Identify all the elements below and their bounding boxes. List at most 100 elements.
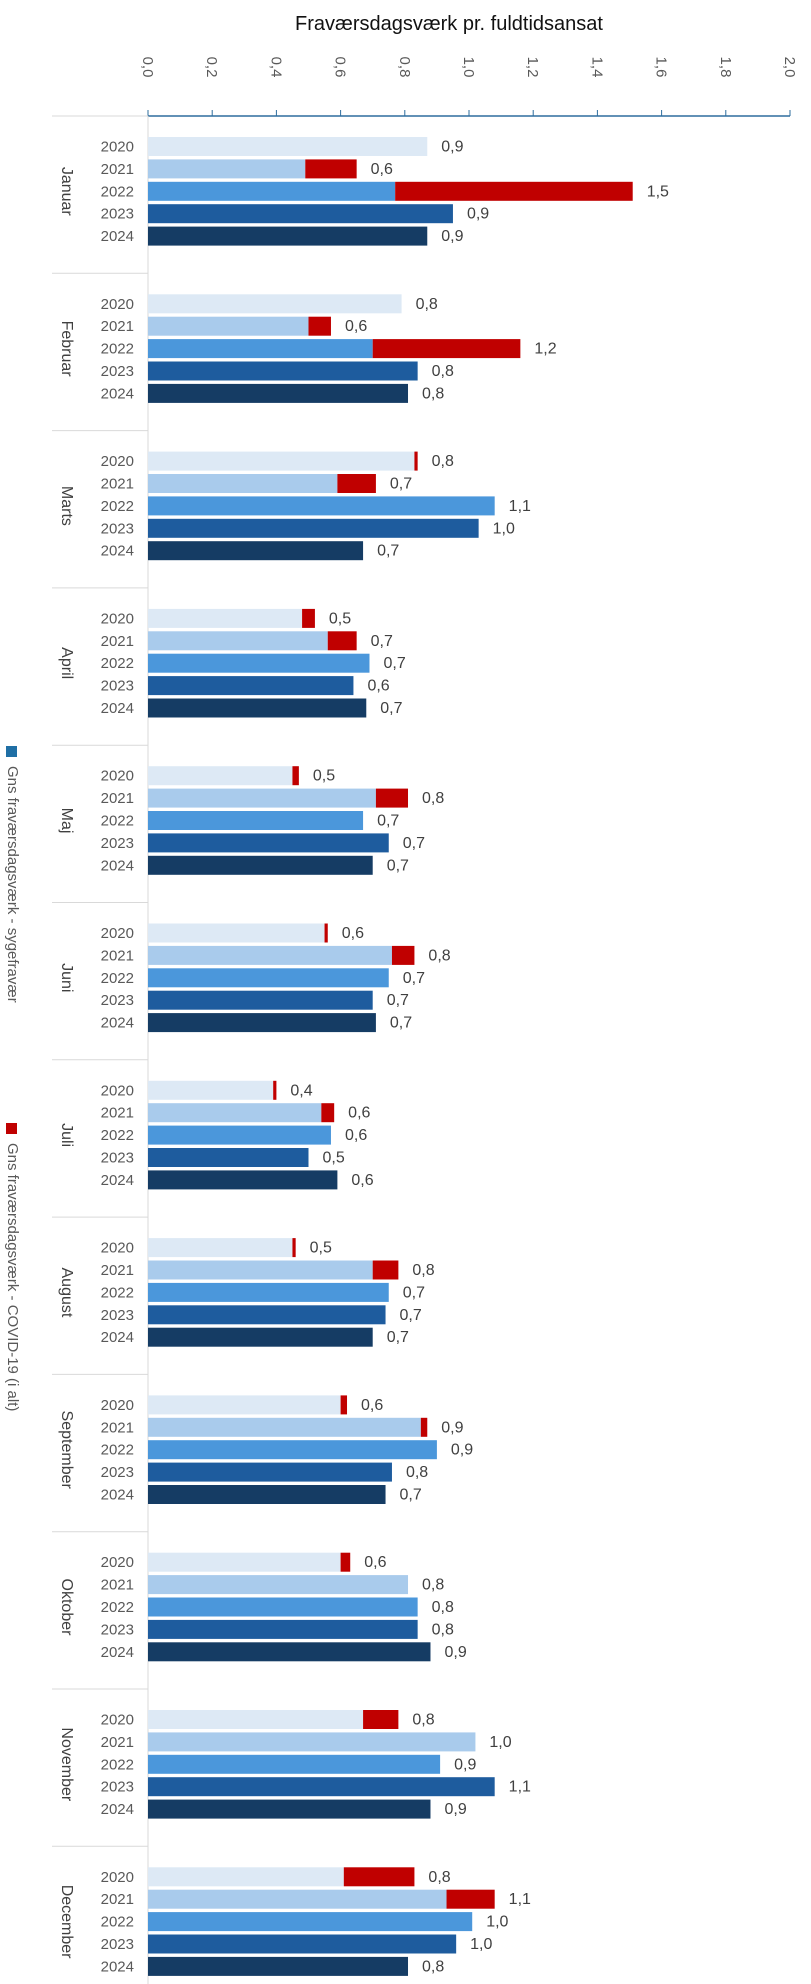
data-label: 0,8 — [422, 1577, 444, 1594]
x-tick-label: 1,4 — [588, 57, 605, 78]
bar-sygefravaer — [148, 608, 303, 628]
year-label: 2020 — [101, 1554, 134, 1571]
data-label: 0,6 — [342, 925, 364, 942]
bar-sygefravaer — [148, 945, 392, 965]
data-label: 0,5 — [310, 1240, 332, 1257]
bar-sygefravaer — [148, 1777, 495, 1797]
year-label: 2022 — [101, 1442, 134, 1459]
x-tick-label: 1,2 — [524, 57, 541, 78]
data-label: 0,9 — [441, 139, 463, 156]
bar-covid — [446, 1889, 495, 1909]
x-tick-label: 0,0 — [139, 57, 156, 78]
bar-covid — [372, 339, 521, 359]
data-label: 0,9 — [441, 1419, 463, 1436]
data-label: 0,8 — [416, 296, 438, 313]
year-label: 2024 — [101, 1015, 134, 1032]
bar-sygefravaer — [148, 1619, 418, 1639]
data-label: 0,8 — [422, 385, 444, 402]
bar-covid — [363, 1710, 399, 1729]
data-label: 0,8 — [428, 1869, 450, 1886]
month-label: August — [58, 1267, 75, 1317]
legend-label: Gns fraværsdagsværk - COVID-19 (i alt) — [4, 1143, 21, 1411]
data-label: 0,8 — [432, 363, 454, 380]
year-label: 2023 — [101, 1307, 134, 1324]
data-label: 0,7 — [377, 813, 399, 830]
bar-sygefravaer — [148, 698, 367, 718]
data-label: 0,8 — [422, 1958, 444, 1975]
year-label: 2020 — [101, 1082, 134, 1099]
bar-sygefravaer — [148, 1462, 392, 1482]
data-label: 0,8 — [412, 1262, 434, 1279]
x-axis: 0,0 0,2 0,4 0,6 0,8 1,0 1,2 1,4 1,6 1,8 2,0 — [139, 57, 798, 1984]
data-label: 0,7 — [390, 476, 412, 493]
bar-sygefravaer — [148, 1080, 274, 1100]
data-label: 0,8 — [432, 1621, 454, 1638]
year-label: 2024 — [101, 1172, 134, 1189]
bar-covid — [302, 608, 315, 628]
bar-sygefravaer — [148, 541, 364, 561]
year-label: 2021 — [101, 1891, 134, 1908]
bar-sygefravaer — [148, 204, 453, 224]
year-label: 2022 — [101, 813, 134, 830]
year-label: 2023 — [101, 206, 134, 223]
bar-sygefravaer — [148, 1934, 457, 1954]
data-label: 0,9 — [467, 206, 489, 223]
bar-covid — [414, 451, 418, 471]
bar-covid — [321, 1103, 335, 1123]
x-tick-label: 0,6 — [332, 57, 349, 78]
year-label: 2024 — [101, 700, 134, 717]
bar-sygefravaer — [148, 339, 373, 359]
data-label: 0,7 — [371, 633, 393, 650]
year-label: 2021 — [101, 1734, 134, 1751]
x-tick-label: 0,2 — [203, 57, 220, 78]
bar-covid — [305, 159, 357, 179]
bar-sygefravaer — [148, 766, 293, 786]
legend-swatch — [6, 1123, 17, 1134]
bar-covid — [327, 631, 357, 651]
bar-sygefravaer — [148, 990, 373, 1010]
bar-covid — [340, 1552, 351, 1572]
data-label: 0,7 — [400, 1487, 422, 1504]
year-label: 2020 — [101, 1712, 134, 1729]
bar-sygefravaer — [148, 1395, 341, 1415]
data-label: 1,1 — [509, 498, 531, 515]
bar-sygefravaer — [148, 1485, 386, 1504]
year-label: 2022 — [101, 1914, 134, 1931]
bar-covid — [292, 766, 299, 786]
bar-sygefravaer — [148, 968, 389, 988]
bar-sygefravaer — [148, 137, 428, 156]
year-label: 2021 — [101, 1105, 134, 1122]
year-label: 2020 — [101, 296, 134, 313]
year-label: 2021 — [101, 476, 134, 493]
year-label: 2021 — [101, 1419, 134, 1436]
data-label: 0,6 — [351, 1172, 373, 1189]
data-label: 1,0 — [489, 1734, 511, 1751]
bar-sygefravaer — [148, 811, 364, 830]
data-label: 0,9 — [444, 1644, 466, 1661]
year-label: 2023 — [101, 1621, 134, 1638]
year-label: 2020 — [101, 453, 134, 470]
bar-sygefravaer — [148, 833, 389, 853]
bar-sygefravaer — [148, 226, 428, 246]
bar-covid — [420, 1417, 428, 1437]
data-label: 0,6 — [364, 1554, 386, 1571]
data-label: 1,1 — [509, 1779, 531, 1796]
bar-covid — [292, 1238, 296, 1258]
legend-swatch — [6, 746, 17, 757]
bar-sygefravaer — [148, 1889, 447, 1909]
year-label: 2023 — [101, 520, 134, 537]
data-label: 0,7 — [387, 857, 409, 874]
bar-sygefravaer — [148, 181, 396, 201]
bar-sygefravaer — [148, 788, 376, 808]
bar-sygefravaer — [148, 1238, 293, 1258]
data-label: 0,7 — [390, 1015, 412, 1032]
month-label: Maj — [58, 808, 75, 834]
data-label: 0,7 — [403, 1284, 425, 1301]
data-label: 0,5 — [329, 610, 351, 627]
data-label: 0,8 — [422, 790, 444, 807]
bar-sygefravaer — [148, 653, 370, 673]
month-label: November — [58, 1727, 75, 1801]
data-label: 0,8 — [406, 1464, 428, 1481]
x-tick-label: 0,8 — [396, 57, 413, 78]
month-label: Oktober — [58, 1579, 75, 1637]
